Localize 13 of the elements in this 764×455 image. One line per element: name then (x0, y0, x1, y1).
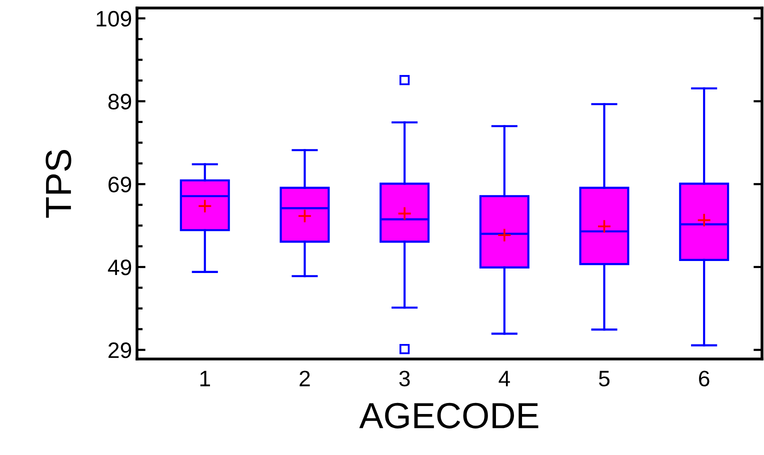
y-tick-label: 29 (108, 342, 132, 358)
x-tick-label: 4 (498, 370, 510, 386)
y-tick-label: 49 (108, 260, 132, 276)
y-tick-label: 69 (108, 176, 132, 192)
x-tick-label: 3 (399, 370, 410, 386)
x-axis-title: AGECODE (359, 402, 538, 428)
x-tick-label: 1 (200, 370, 210, 386)
x-tick-label: 6 (699, 370, 710, 386)
y-axis-title: TPS (46, 150, 72, 218)
x-tick-label: 2 (300, 370, 310, 386)
y-tick-label: 89 (108, 94, 132, 110)
y-tick-label: 109 (96, 10, 132, 27)
x-tick-label: 5 (598, 370, 610, 386)
